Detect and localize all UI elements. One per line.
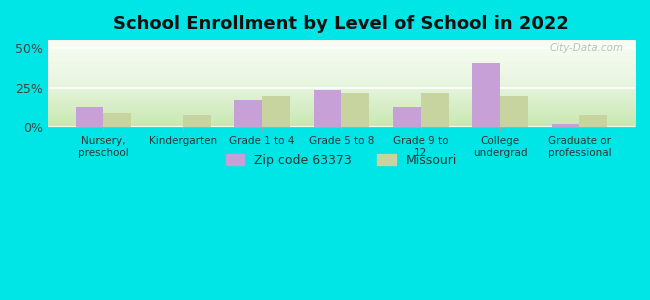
Bar — [103, 113, 131, 127]
Bar — [421, 93, 448, 127]
Bar — [473, 63, 500, 127]
Bar — [75, 107, 103, 127]
Title: School Enrollment by Level of School in 2022: School Enrollment by Level of School in … — [114, 15, 569, 33]
Text: City-Data.com: City-Data.com — [549, 43, 623, 53]
Bar — [579, 116, 607, 127]
Bar — [552, 124, 579, 127]
Bar — [341, 93, 369, 127]
Legend: Zip code 63373, Missouri: Zip code 63373, Missouri — [220, 148, 462, 172]
Bar — [262, 96, 290, 127]
Bar — [393, 107, 421, 127]
Bar — [183, 116, 211, 127]
Bar — [234, 100, 262, 127]
Bar — [314, 90, 341, 127]
Bar — [500, 96, 528, 127]
